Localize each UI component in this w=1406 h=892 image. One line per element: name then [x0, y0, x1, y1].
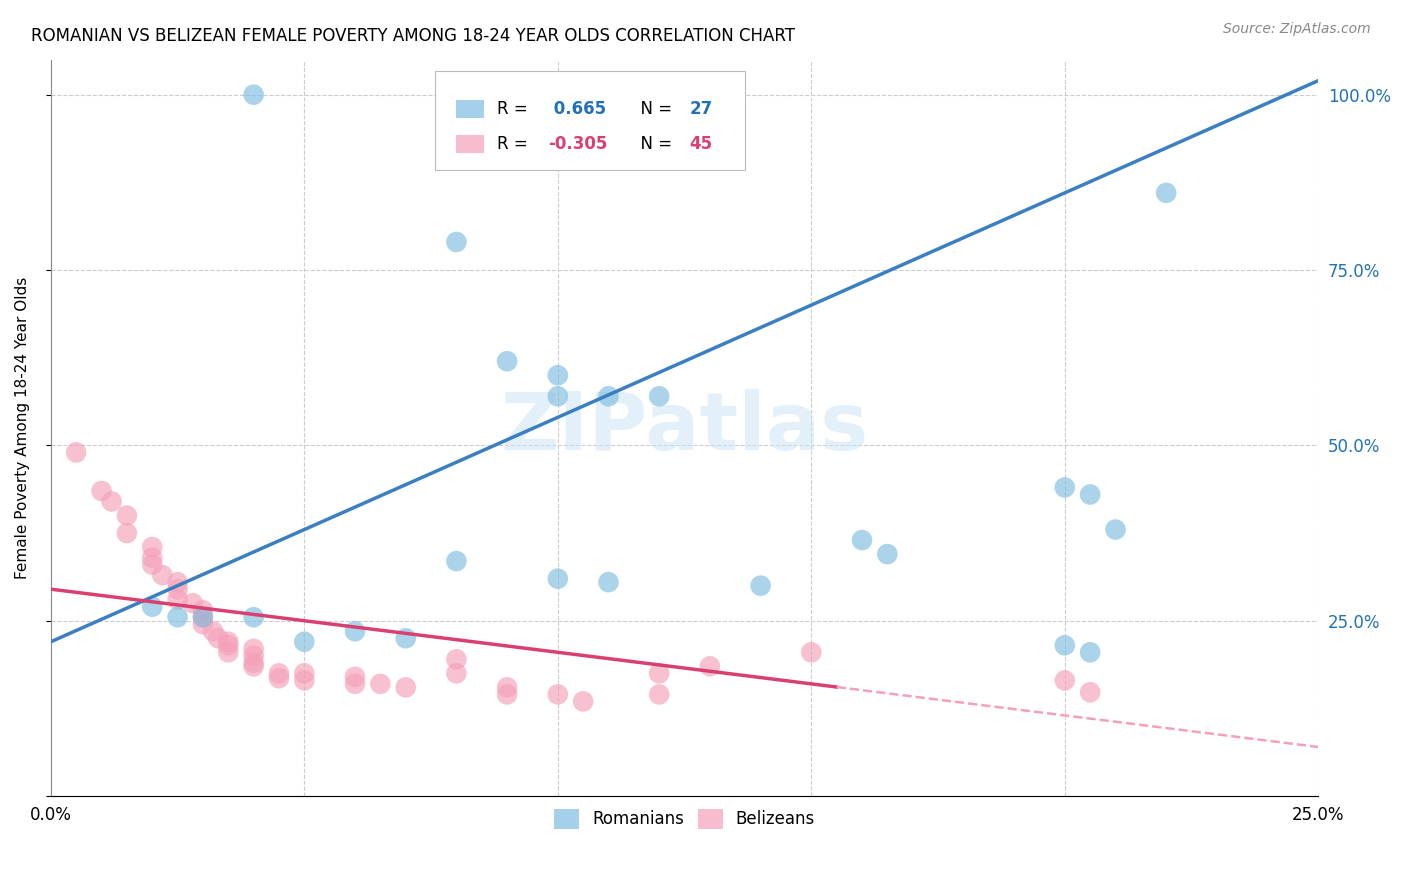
Point: [292, 673, 315, 688]
Point: [242, 656, 264, 670]
Text: 0.665: 0.665: [548, 100, 606, 119]
FancyBboxPatch shape: [434, 70, 745, 170]
Text: 27: 27: [689, 100, 713, 119]
Point: [699, 659, 721, 673]
Point: [344, 677, 367, 691]
Point: [292, 634, 315, 648]
Point: [292, 666, 315, 681]
Point: [547, 389, 569, 403]
Point: [1053, 638, 1076, 652]
Point: [217, 638, 239, 652]
Point: [202, 624, 225, 639]
Point: [115, 508, 138, 523]
Point: [1078, 645, 1101, 659]
Point: [800, 645, 823, 659]
Text: ZIPatlas: ZIPatlas: [501, 389, 869, 467]
Point: [141, 599, 163, 614]
Point: [598, 389, 620, 403]
Point: [547, 368, 569, 383]
Point: [446, 666, 468, 681]
Point: [648, 666, 671, 681]
Point: [207, 632, 229, 646]
Point: [191, 610, 214, 624]
Point: [242, 87, 264, 102]
Point: [242, 641, 264, 656]
Point: [648, 389, 671, 403]
Point: [370, 677, 392, 691]
Point: [267, 666, 290, 681]
Point: [191, 603, 214, 617]
Text: R =: R =: [496, 136, 533, 153]
Text: 45: 45: [689, 136, 713, 153]
Point: [65, 445, 87, 459]
Text: R =: R =: [496, 100, 533, 119]
Point: [648, 687, 671, 701]
Point: [496, 681, 519, 695]
Point: [242, 659, 264, 673]
Point: [150, 568, 173, 582]
Point: [1154, 186, 1177, 200]
Point: [446, 554, 468, 568]
Point: [242, 648, 264, 663]
Point: [242, 610, 264, 624]
Point: [1053, 480, 1076, 494]
Text: N =: N =: [630, 100, 678, 119]
Point: [547, 687, 569, 701]
Text: ROMANIAN VS BELIZEAN FEMALE POVERTY AMONG 18-24 YEAR OLDS CORRELATION CHART: ROMANIAN VS BELIZEAN FEMALE POVERTY AMON…: [31, 27, 794, 45]
Point: [141, 550, 163, 565]
Legend: Romanians, Belizeans: Romanians, Belizeans: [547, 802, 821, 836]
Text: Source: ZipAtlas.com: Source: ZipAtlas.com: [1223, 22, 1371, 37]
Point: [1053, 673, 1076, 688]
Point: [166, 592, 188, 607]
Point: [876, 547, 898, 561]
Point: [1104, 523, 1126, 537]
Point: [90, 483, 112, 498]
Bar: [457, 100, 484, 118]
Point: [496, 687, 519, 701]
Point: [166, 582, 188, 597]
Point: [191, 617, 214, 632]
Point: [166, 575, 188, 590]
Point: [496, 87, 519, 102]
Point: [598, 575, 620, 590]
Point: [344, 624, 367, 639]
Point: [115, 526, 138, 541]
Point: [166, 610, 188, 624]
Text: N =: N =: [630, 136, 678, 153]
Point: [267, 671, 290, 685]
Point: [749, 579, 772, 593]
Point: [395, 632, 418, 646]
Point: [547, 572, 569, 586]
Bar: [457, 135, 484, 153]
Point: [496, 354, 519, 368]
Point: [851, 533, 873, 547]
Point: [181, 596, 204, 610]
Point: [217, 634, 239, 648]
Point: [344, 670, 367, 684]
Point: [191, 610, 214, 624]
Point: [572, 694, 595, 708]
Point: [217, 645, 239, 659]
Point: [141, 540, 163, 554]
Point: [141, 558, 163, 572]
Point: [446, 235, 468, 249]
Y-axis label: Female Poverty Among 18-24 Year Olds: Female Poverty Among 18-24 Year Olds: [15, 277, 30, 579]
Point: [1078, 487, 1101, 501]
Point: [100, 494, 122, 508]
Point: [1078, 685, 1101, 699]
Text: -0.305: -0.305: [548, 136, 607, 153]
Point: [446, 652, 468, 666]
Point: [395, 681, 418, 695]
